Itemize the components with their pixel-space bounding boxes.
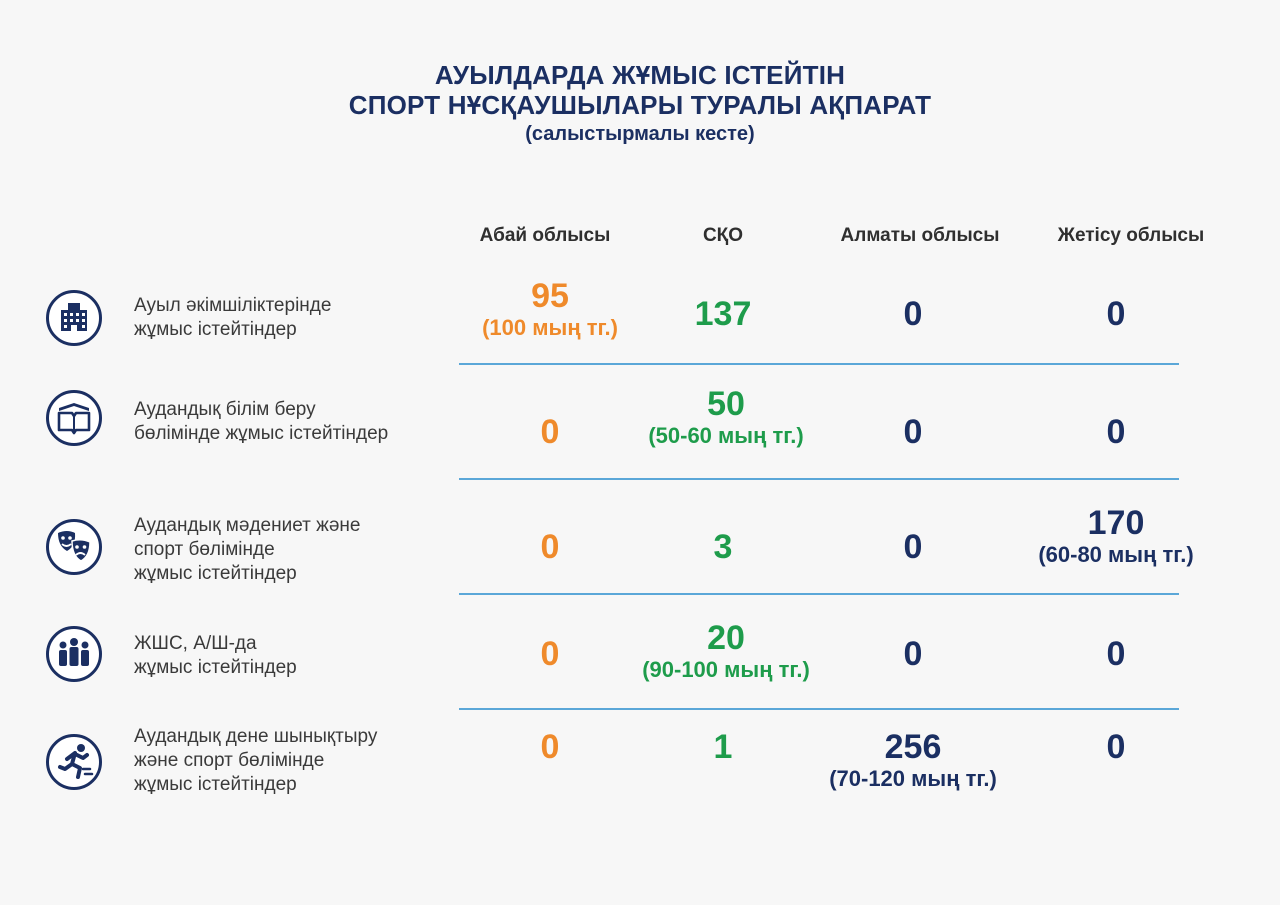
cell-r5-abai: 0 [420,729,680,765]
cell-value: 137 [694,295,752,333]
cell-value: 20 [707,619,745,657]
cell-value: 3 [713,528,733,566]
subtitle: (салыстырмалы кесте) [525,123,755,145]
title-line-2: СПОРТ НҰСҚАУШЫЛАРЫ ТУРАЛЫ АҚПАРАТ [348,90,932,120]
column-header-abai: Абай облысы [479,225,611,246]
cell-r5-zhetisu: 0 [986,729,1246,765]
cell-note: (60-80 мың тг.) [1038,542,1194,567]
cell-r2-abai: 0 [420,414,680,450]
cell-value: 0 [1106,728,1126,766]
row-label-5: Аудандық дене шынықтыру және спорт бөлім… [134,725,377,797]
row-divider [459,708,1179,710]
cell-value: 0 [540,728,560,766]
title-block: АУЫЛДАРДА ЖҰМЫС ІСТЕЙТІН СПОРТ НҰСҚАУШЫЛ… [0,60,1280,148]
cell-r2-zhetisu: 0 [986,414,1246,450]
cell-value: 170 [1087,504,1145,542]
row-label-3-line: жұмыс істейтіндер [134,563,297,584]
cell-r3-zhetisu: 170 (60-80 мың тг.) [986,505,1246,569]
row-label-1: Ауыл әкімшіліктерінде жұмыс істейтіндер [134,294,331,342]
row-label-5-line: жұмыс істейтіндер [134,774,297,795]
cell-value: 0 [540,413,560,451]
row-label-4-line: ЖШС, А/Ш-да [134,633,257,654]
cell-r1-almaty: 0 [783,296,1043,332]
row-label-3: Аудандық мәдениет және спорт бөлімінде ж… [134,514,360,586]
row-label-3-line: Аудандық мәдениет және [134,515,361,536]
cell-value: 0 [903,295,923,333]
row-label-2-line: Аудандық білім беру [134,399,316,420]
cell-value: 0 [903,635,923,673]
cell-r3-almaty: 0 [783,529,1043,565]
cell-value: 0 [540,528,560,566]
cell-value: 0 [903,528,923,566]
cell-value: 50 [707,385,745,423]
cell-r1-zhetisu: 0 [986,296,1246,332]
row-label-1-line: Ауыл әкімшіліктерінде [134,295,332,316]
building-icon [46,290,102,346]
row-label-5-line: және спорт бөлімінде [134,750,325,771]
cell-r3-abai: 0 [420,529,680,565]
cell-value: 1 [713,728,733,766]
cell-r4-zhetisu: 0 [986,636,1246,672]
row-divider [459,593,1179,595]
row-label-2: Аудандық білім беру бөлімінде жұмыс істе… [134,398,388,446]
cell-note: (70-120 мың тг.) [829,766,997,791]
row-label-5-line: Аудандық дене шынықтыру [134,726,378,747]
cell-note: (50-60 мың тг.) [648,423,804,448]
column-header-sko: СҚО [702,225,744,246]
row-label-4: ЖШС, А/Ш-да жұмыс істейтіндер [134,632,297,680]
cell-value: 0 [540,635,560,673]
open-book-icon [46,390,102,446]
row-divider [459,478,1179,480]
title-line-1: АУЫЛДАРДА ЖҰМЫС ІСТЕЙТІН [434,60,846,90]
cell-value: 0 [1106,295,1126,333]
cell-value: 0 [1106,635,1126,673]
runner-icon [46,734,102,790]
cell-r4-sko: 20 (90-100 мың тг.) [596,620,856,684]
cell-r4-almaty: 0 [783,636,1043,672]
group-people-icon [46,626,102,682]
cell-r1-abai: 95 (100 мың тг.) [420,278,680,342]
row-divider [459,363,1179,365]
column-header-almaty: Алматы облысы [840,225,1000,246]
cell-r3-sko: 3 [593,529,853,565]
cell-r4-abai: 0 [420,636,680,672]
row-label-4-line: жұмыс істейтіндер [134,657,297,678]
cell-r5-sko: 1 [593,729,853,765]
cell-value: 0 [903,413,923,451]
cell-value: 0 [1106,413,1126,451]
cell-r1-sko: 137 [593,296,853,332]
cell-note: (90-100 мың тг.) [642,657,810,682]
theater-masks-icon [46,519,102,575]
row-label-1-line: жұмыс істейтіндер [134,319,297,340]
row-label-2-line: бөлімінде жұмыс істейтіндер [134,423,389,444]
cell-note: (100 мың тг.) [482,315,618,340]
column-header-zhetisu: Жетісу облысы [1057,225,1205,246]
cell-r2-almaty: 0 [783,414,1043,450]
cell-value: 256 [884,728,942,766]
cell-value: 95 [531,277,569,315]
row-label-3-line: спорт бөлімінде [134,539,275,560]
cell-r5-almaty: 256 (70-120 мың тг.) [783,729,1043,793]
cell-r2-sko: 50 (50-60 мың тг.) [596,386,856,450]
